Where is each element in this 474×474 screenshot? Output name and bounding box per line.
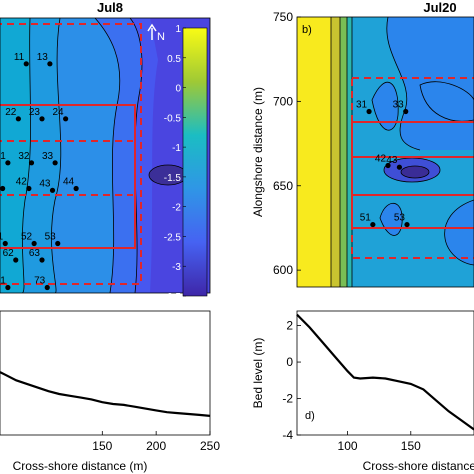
- station-marker: [385, 162, 391, 169]
- station-marker: [366, 108, 372, 115]
- station-label: 11: [14, 52, 25, 63]
- station-marker: [26, 185, 32, 192]
- station-marker: [370, 221, 376, 228]
- x-tick-label: 150: [92, 439, 112, 453]
- station-label: 13: [37, 52, 49, 63]
- colorbar: [182, 27, 208, 297]
- station-label: 62: [3, 248, 15, 259]
- station-label: 42: [16, 177, 28, 188]
- colorbar-tick-label: -0.5: [164, 113, 182, 124]
- colorbar-tick-label: -2: [172, 203, 181, 214]
- station-markers-b: 31 33 42 43 51 53: [356, 100, 410, 228]
- x-tick-label: 200: [146, 439, 166, 453]
- station-label: 51: [360, 213, 372, 224]
- y-tick-label: -4: [282, 428, 293, 442]
- station-label: 71: [0, 276, 6, 287]
- panel-jul8-profile: 150 200 250 Cross-shore distance (m): [0, 310, 220, 473]
- colorbar-tick-label: 1: [175, 24, 181, 35]
- y-tick-label: 750: [273, 10, 293, 24]
- panel-d-x-label: Cross-shore distance (m): [363, 459, 474, 473]
- station-label: 63: [29, 248, 41, 259]
- panel-c-x-ticks: 150 200 250: [92, 431, 220, 453]
- station-marker: [396, 164, 403, 170]
- station-label: 31: [356, 100, 368, 111]
- x-tick-label: 150: [401, 439, 421, 453]
- station-marker: [39, 116, 45, 122]
- station-marker: [13, 257, 19, 263]
- station-marker: [52, 160, 58, 166]
- colorbar-tick-label: -2.5: [164, 232, 182, 243]
- colorbar-tick-label: 0.5: [167, 54, 181, 65]
- station-marker: [23, 61, 29, 67]
- station-label: 53: [45, 232, 57, 243]
- station-label: 33: [393, 100, 405, 111]
- station-label: 41: [0, 177, 1, 188]
- station-label: 31: [0, 151, 6, 162]
- north-label: N: [157, 31, 165, 43]
- station-label: 42: [375, 154, 387, 165]
- x-tick-label: 100: [338, 439, 358, 453]
- profile-line-c: [0, 371, 211, 417]
- station-label: 43: [39, 178, 51, 189]
- station-label: 24: [53, 107, 65, 118]
- panel-jul8-map: 11 13 22 23 24 31 32 33 41 42 43 44 51 52 53 62 63 71 73 J…: [0, 0, 211, 303]
- profile-line-d: [296, 313, 474, 431]
- station-label: 51: [0, 232, 4, 243]
- panel-d-y-label: Bed level (m): [251, 338, 265, 409]
- station-label: 33: [42, 151, 54, 162]
- station-marker: [39, 257, 45, 263]
- panel-b-y-label: Alongshore distance (m): [251, 87, 265, 217]
- colorbar-ticks: 1 0.5 0 -0.5 -1 -1.5 -2 -2.5 -3 -3.5: [164, 24, 186, 303]
- x-tick-label: 250: [200, 439, 220, 453]
- station-marker: [49, 187, 56, 193]
- colorbar-tick-label: -1.5: [164, 173, 182, 184]
- station-label: 52: [21, 232, 33, 243]
- station-marker: [15, 116, 21, 122]
- station-label: 44: [63, 177, 75, 188]
- station-marker: [5, 284, 11, 291]
- panel-a-title: Jul8: [97, 0, 123, 15]
- colorbar-tick-label: -1: [172, 143, 181, 154]
- panel-b-y-ticks: 600 650 700 750: [273, 10, 301, 277]
- panel-b-label: b): [302, 24, 312, 36]
- panel-jul20-map: 31 33 42 43 51 53 Jul20 b) 600 650 700 750 Along…: [251, 0, 474, 288]
- panel-d-label: d): [305, 410, 315, 422]
- y-tick-label: 700: [273, 94, 293, 108]
- panel-d-x-ticks: 100 150: [338, 431, 421, 453]
- y-tick-label: 650: [273, 179, 293, 193]
- y-tick-label: 600: [273, 263, 293, 277]
- station-marker: [63, 116, 69, 122]
- station-label: 53: [394, 213, 406, 224]
- station-marker: [404, 221, 410, 228]
- station-marker: [5, 160, 11, 166]
- y-tick-label: 2: [286, 319, 293, 333]
- station-marker: [2, 240, 8, 247]
- station-label: 22: [5, 107, 17, 118]
- y-tick-label: -2: [282, 392, 293, 406]
- panel-c-x-label: Cross-shore distance (m): [13, 459, 148, 473]
- station-marker: [28, 160, 35, 166]
- station-marker: [47, 61, 53, 67]
- station-label: 43: [386, 155, 398, 166]
- station-label: 32: [18, 151, 30, 162]
- map-b-field: 31 33 42 43 51 53: [297, 17, 474, 287]
- station-label: 23: [29, 107, 41, 118]
- station-marker: [403, 108, 409, 115]
- panel-b-title: Jul20: [423, 0, 456, 15]
- station-marker: [55, 240, 61, 247]
- station-label: 73: [34, 276, 46, 287]
- colorbar-tick-label: -3: [172, 262, 181, 273]
- colorbar-tick-label: 0: [175, 84, 181, 95]
- station-marker: [0, 185, 6, 192]
- panel-jul20-profile: d) 2 0 -2 -4 100 150 Bed level (m) Cross-sho…: [251, 310, 474, 473]
- north-arrow-icon: [147, 23, 157, 40]
- station-markers-a: 11 13 22 23 24 31 32 33 41 42 43 44 51 52 53 62 63 71 73: [0, 52, 79, 291]
- station-marker: [31, 240, 37, 247]
- y-tick-label: 0: [286, 355, 293, 369]
- colorbar-tick-label: -3.5: [164, 292, 182, 303]
- station-marker: [44, 284, 50, 291]
- panel-d-y-ticks: 2 0 -2 -4: [282, 319, 301, 442]
- station-marker: [73, 185, 79, 192]
